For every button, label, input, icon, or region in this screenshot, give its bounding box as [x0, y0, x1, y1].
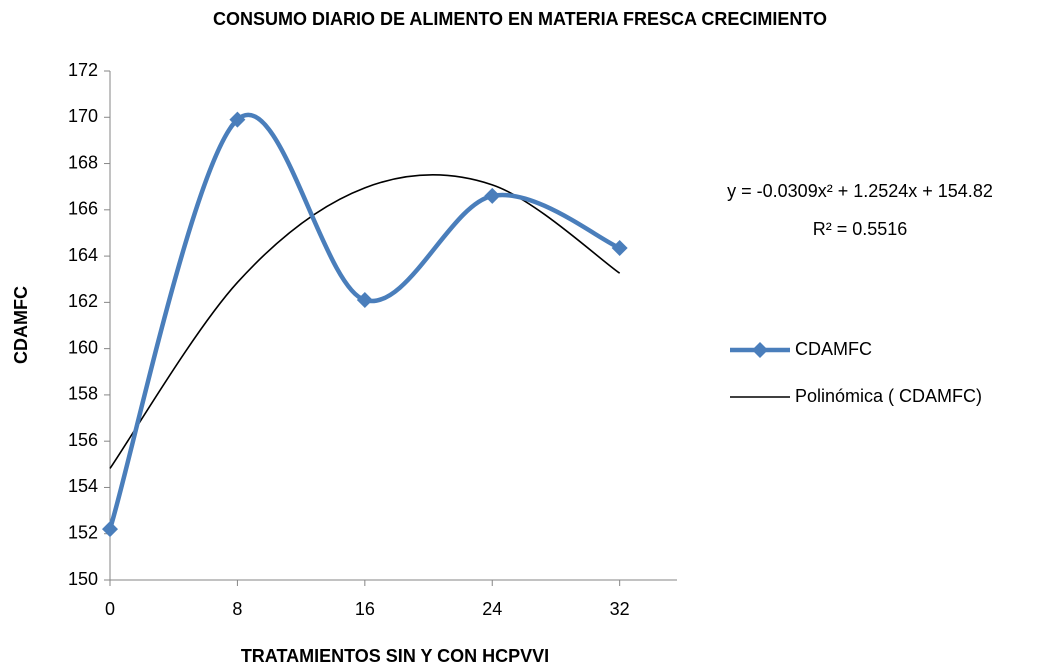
y-tick-label: 170	[68, 106, 98, 126]
y-tick-label: 160	[68, 337, 98, 357]
marker	[102, 521, 118, 538]
marker	[611, 239, 628, 256]
x-tick-label: 0	[105, 599, 115, 619]
legend-label: Polinómica ( CDAMFC)	[795, 386, 982, 406]
x-tick-label: 32	[610, 599, 630, 619]
legend-marker	[752, 342, 768, 358]
y-tick-label: 150	[68, 569, 98, 589]
trend-r2: R² = 0.5516	[813, 219, 908, 239]
x-tick-label: 8	[232, 599, 242, 619]
chart-title: CONSUMO DIARIO DE ALIMENTO EN MATERIA FR…	[213, 9, 827, 29]
y-tick-label: 172	[68, 60, 98, 80]
x-axis-label: TRATAMIENTOS SIN Y CON HCPVVI	[241, 646, 549, 666]
trend-line	[109, 174, 621, 469]
x-tick-label: 24	[482, 599, 502, 619]
x-tick-label: 16	[355, 599, 375, 619]
marker	[356, 292, 373, 309]
legend-label: CDAMFC	[795, 339, 872, 359]
data-line	[107, 113, 621, 530]
marker	[229, 111, 246, 128]
y-tick-label: 152	[68, 522, 98, 542]
y-tick-label: 158	[68, 384, 98, 404]
y-tick-label: 166	[68, 199, 98, 219]
y-tick-label: 154	[68, 476, 98, 496]
y-axis-label: CDAMFC	[11, 286, 31, 364]
marker	[484, 187, 501, 204]
y-tick-label: 156	[68, 430, 98, 450]
trend-equation: y = -0.0309x² + 1.2524x + 154.82	[727, 181, 993, 201]
y-tick-label: 164	[68, 245, 98, 265]
y-tick-label: 168	[68, 152, 98, 172]
y-tick-label: 162	[68, 291, 98, 311]
